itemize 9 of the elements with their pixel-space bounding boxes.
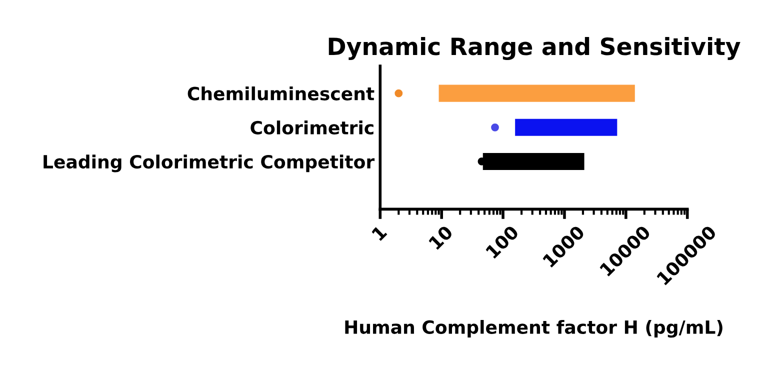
y-tick-label: Chemiluminescent xyxy=(188,86,374,100)
bar xyxy=(438,84,635,102)
y-tick-label: Leading Colorimetric Competitor xyxy=(44,154,375,172)
bar xyxy=(515,118,618,136)
x-axis-title: Human Complement factor H (pg/mL) xyxy=(345,320,722,338)
y-tick-label: Colorimetric xyxy=(250,120,374,135)
chart-title: Dynamic Range and Sensitivity xyxy=(328,37,740,60)
x-tick-label: 10 xyxy=(428,224,454,250)
x-tick-label: 1 xyxy=(371,225,388,241)
